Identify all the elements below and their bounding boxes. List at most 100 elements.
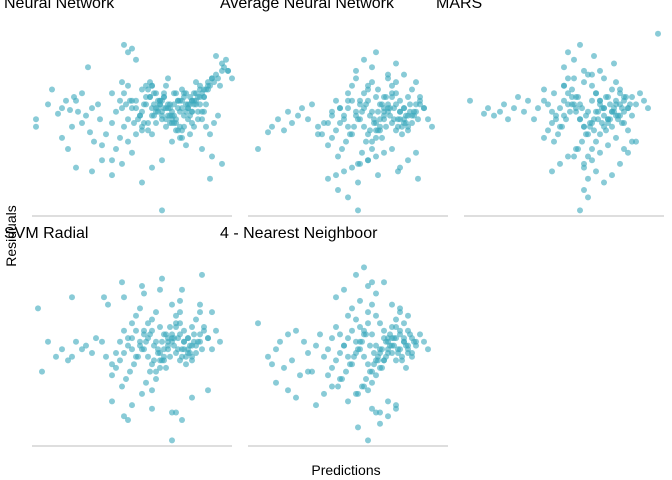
scatter-point: [593, 138, 599, 145]
scatter-point: [185, 116, 191, 123]
scatter-point: [59, 105, 65, 112]
scatter-point: [131, 120, 137, 126]
scatter-point: [63, 97, 69, 104]
scatter-point: [485, 105, 491, 112]
scatter-point: [345, 97, 351, 104]
scatter-point: [117, 357, 123, 364]
scatter-point: [281, 364, 287, 371]
scatter-point: [609, 123, 615, 130]
scatter-point: [125, 342, 131, 349]
scatter-point: [277, 338, 283, 345]
scatter-point: [633, 138, 639, 145]
scatter-point: [593, 90, 599, 97]
scatter-point: [369, 301, 375, 308]
scatter-point: [355, 424, 361, 431]
scatter-point: [637, 90, 643, 97]
scatter-point: [39, 368, 45, 375]
scatter-point: [481, 110, 487, 117]
scatter-point: [491, 112, 497, 119]
scatter-point: [359, 149, 365, 156]
scatter-point: [159, 157, 165, 164]
scatter-point: [179, 134, 185, 141]
scatter-point: [159, 338, 165, 345]
scatter-point: [361, 90, 367, 97]
scatter-point: [621, 120, 627, 126]
scatter-point: [619, 105, 625, 112]
scatter-point: [89, 350, 95, 356]
scatter-point: [345, 194, 351, 201]
scatter-point: [223, 56, 229, 63]
scatter-point: [351, 123, 357, 130]
scatter-point: [99, 142, 105, 149]
scatter-point: [541, 86, 547, 93]
scatter-point: [613, 134, 619, 141]
scatter-point: [149, 387, 155, 394]
scatter-point: [195, 116, 201, 123]
scatter-point: [413, 79, 419, 86]
scatter-point: [625, 105, 631, 112]
scatter-point: [369, 146, 375, 152]
scatter-point: [163, 82, 169, 89]
scatter-point: [429, 123, 435, 130]
scatter-point: [149, 82, 155, 89]
scatter-point: [133, 97, 139, 104]
scatter-point: [65, 146, 71, 152]
scatter-point: [121, 327, 127, 334]
scatter-point: [315, 123, 321, 130]
scatter-point: [505, 116, 511, 123]
scatter-point: [149, 405, 155, 412]
scatter-point: [173, 409, 179, 416]
scatter-point: [555, 131, 561, 138]
scatter-point: [357, 297, 363, 304]
scatter-point: [535, 105, 541, 112]
scatter-point: [357, 324, 363, 330]
scatter-point: [129, 335, 135, 342]
scatter-point: [109, 361, 115, 368]
scatter-point: [211, 79, 217, 86]
scatter-point: [585, 194, 591, 201]
scatter-point: [329, 112, 335, 119]
scatter-point: [187, 131, 193, 138]
scatter-point: [309, 101, 315, 108]
scatter-point: [313, 402, 319, 409]
scatter-point: [193, 101, 199, 108]
scatter-point: [99, 157, 105, 164]
scatter-point: [617, 160, 623, 167]
scatter-point: [159, 207, 165, 214]
scatter-point: [133, 312, 139, 319]
scatter-point: [593, 168, 599, 175]
scatter-point: [217, 82, 223, 89]
scatter-point: [167, 353, 173, 360]
scatter-point: [561, 64, 567, 71]
scatter-point: [109, 398, 115, 405]
scatter-point: [581, 67, 587, 74]
scatter-point: [397, 97, 403, 104]
scatter-point: [321, 390, 327, 397]
scatter-point: [215, 75, 221, 82]
scatter-point: [149, 131, 155, 138]
scatter-point: [185, 105, 191, 112]
scatter-point: [99, 338, 105, 345]
scatter-point: [145, 353, 151, 360]
scatter-point: [301, 338, 307, 345]
scatter-point: [157, 286, 163, 293]
scatter-point: [131, 361, 137, 368]
scatter-point: [205, 335, 211, 342]
scatter-point: [405, 157, 411, 164]
scatter-point: [197, 309, 203, 316]
scatter-point: [145, 127, 151, 134]
scatter-point: [385, 101, 391, 108]
scatter-point: [321, 120, 327, 126]
scatter-point: [581, 123, 587, 130]
scatter-point: [397, 305, 403, 312]
scatter-point: [601, 123, 607, 130]
scatter-point: [285, 108, 291, 115]
scatter-point: [313, 342, 319, 349]
scatter-point: [273, 346, 279, 353]
scatter-point: [171, 342, 177, 349]
scatter-point: [345, 353, 351, 360]
scatter-point: [497, 108, 503, 115]
scatter-point: [159, 97, 165, 104]
scatter-point: [591, 53, 597, 59]
scatter-point: [177, 297, 183, 304]
